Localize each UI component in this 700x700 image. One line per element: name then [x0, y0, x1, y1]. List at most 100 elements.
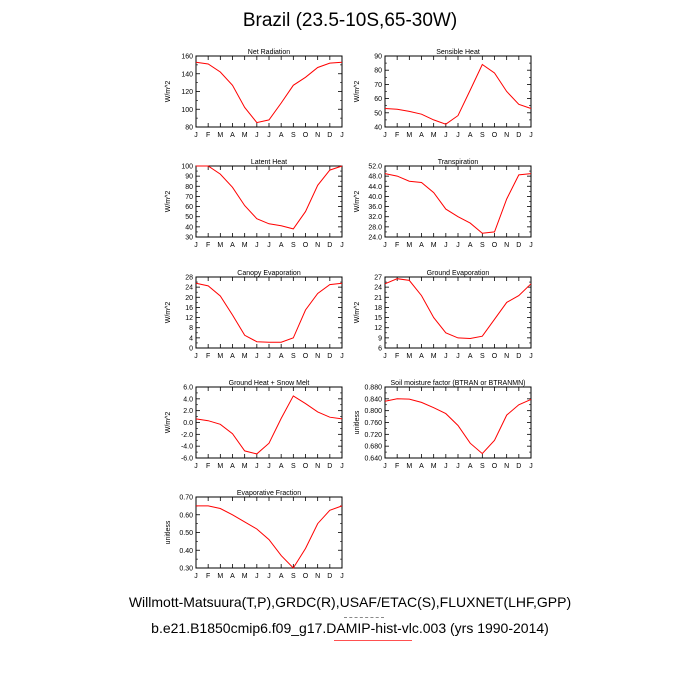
x-tick-label: N [315, 353, 320, 360]
x-tick-label: J [529, 132, 533, 139]
y-tick-label: 21 [374, 295, 382, 302]
y-tick-label: 40 [374, 125, 382, 132]
x-tick-label: D [327, 353, 332, 360]
x-tick-label: J [383, 463, 387, 470]
y-tick-label: -6.0 [181, 456, 193, 463]
x-tick-label: J [444, 132, 448, 139]
x-tick-label: J [267, 573, 271, 580]
y-tick-label: 80 [185, 125, 193, 132]
x-tick-label: A [468, 242, 473, 249]
x-tick-label: J [340, 463, 344, 470]
x-tick-label: A [230, 463, 235, 470]
plot-frame [384, 55, 532, 128]
x-tick-label: M [431, 463, 437, 470]
x-tick-label: J [456, 132, 460, 139]
series-line [196, 505, 343, 569]
x-tick-label: J [194, 573, 198, 580]
chart-title: Evaporative Fraction [237, 490, 301, 497]
x-tick-label: M [242, 573, 248, 580]
y-tick-label: 28 [185, 275, 193, 282]
y-tick-label: 0 [189, 346, 193, 353]
y-tick-label: 90 [374, 54, 382, 61]
x-tick-label: S [480, 242, 485, 249]
x-tick-label: J [255, 242, 259, 249]
y-axis-label: W/m^2 [354, 302, 361, 324]
x-tick-label: J [444, 463, 448, 470]
y-tick-label: 6 [378, 346, 382, 353]
x-tick-label: O [303, 463, 309, 470]
x-tick-label: A [419, 132, 424, 139]
x-tick-label: J [267, 463, 271, 470]
y-tick-label: 12 [374, 325, 382, 332]
x-tick-label: O [492, 132, 498, 139]
x-tick-label: M [406, 463, 412, 470]
y-tick-label: 50 [185, 214, 193, 221]
y-tick-label: 90 [185, 174, 193, 181]
y-tick-label: 18 [374, 305, 382, 312]
x-tick-label: J [340, 353, 344, 360]
x-tick-label: J [267, 132, 271, 139]
x-tick-label: D [516, 242, 521, 249]
y-tick-label: 0.30 [179, 566, 193, 573]
y-tick-label: 0.720 [364, 432, 382, 439]
y-tick-label: 16 [185, 305, 193, 312]
chart-title: Latent Heat [251, 159, 287, 166]
plot-frame [195, 386, 343, 459]
y-tick-label: 28.0 [368, 224, 382, 231]
series-line [384, 173, 532, 234]
x-tick-label: N [504, 132, 509, 139]
y-axis-label: W/m^2 [354, 191, 361, 213]
footer-data-sources: Willmott-Matsuura(T,P),GRDC(R),USAF/ETAC… [128, 594, 572, 610]
y-tick-label: 50 [374, 110, 382, 117]
x-tick-label: M [217, 242, 223, 249]
x-tick-label: S [480, 132, 485, 139]
x-tick-label: O [492, 353, 498, 360]
x-tick-label: M [431, 242, 437, 249]
x-tick-label: A [230, 132, 235, 139]
x-tick-label: O [492, 242, 498, 249]
series-line [195, 61, 343, 124]
y-axis-label: W/m^2 [165, 191, 172, 213]
chart-title: Canopy Evaporation [237, 270, 301, 277]
x-tick-label: S [291, 463, 296, 470]
y-tick-label: 27 [374, 275, 382, 282]
y-tick-label: 30 [185, 235, 193, 242]
x-tick-label: J [444, 242, 448, 249]
y-tick-label: 40 [185, 224, 193, 231]
x-tick-label: F [395, 242, 399, 249]
x-tick-label: D [516, 353, 521, 360]
y-tick-label: 70 [185, 194, 193, 201]
x-tick-label: J [340, 573, 344, 580]
x-tick-label: A [419, 242, 424, 249]
y-tick-label: 0.640 [364, 456, 382, 463]
x-tick-label: O [492, 463, 498, 470]
x-tick-label: D [327, 132, 332, 139]
y-tick-label: 0.680 [364, 444, 382, 451]
x-tick-label: D [516, 132, 521, 139]
y-tick-label: 24 [185, 285, 193, 292]
series-line [384, 63, 532, 125]
x-tick-label: N [504, 463, 509, 470]
chart-title: Net Radiation [248, 49, 291, 56]
plot-frame [384, 276, 532, 349]
x-tick-label: F [206, 573, 210, 580]
y-tick-label: 8 [189, 325, 193, 332]
y-tick-label: 48.0 [368, 174, 382, 181]
y-tick-label: 52.0 [368, 164, 382, 171]
x-tick-label: M [242, 353, 248, 360]
y-tick-label: 12 [185, 315, 193, 322]
x-tick-label: M [217, 132, 223, 139]
x-tick-label: J [340, 242, 344, 249]
y-tick-label: 24 [374, 285, 382, 292]
series-line [384, 278, 532, 340]
x-tick-label: O [303, 132, 309, 139]
y-tick-label: 4 [189, 335, 193, 342]
x-tick-label: J [194, 463, 198, 470]
x-tick-label: O [303, 573, 309, 580]
y-tick-label: -4.0 [181, 444, 193, 451]
y-tick-label: 120 [181, 89, 193, 96]
y-tick-label: 36.0 [368, 204, 382, 211]
x-tick-label: A [468, 353, 473, 360]
